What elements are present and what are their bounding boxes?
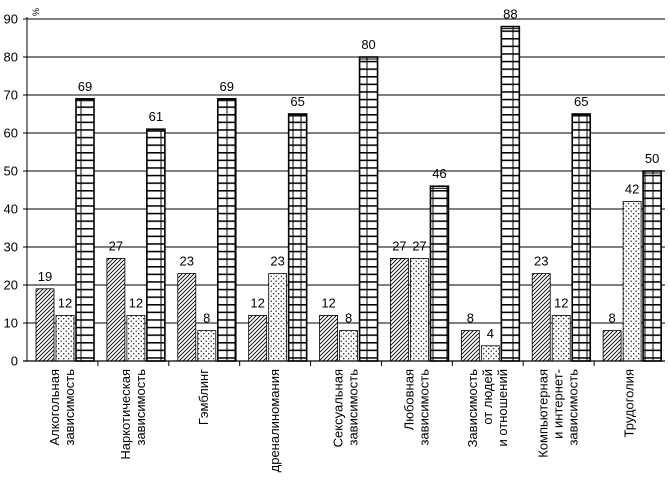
- bar-grid: [287, 113, 308, 362]
- bar-dotted: [197, 330, 217, 362]
- bar-diagonal-hatch: [319, 314, 338, 362]
- data-label: 27: [392, 238, 406, 253]
- bar-grid: [216, 98, 237, 362]
- y-tick-label: 50: [4, 164, 18, 179]
- data-label: 4: [487, 326, 494, 341]
- category-label: и интернет-: [551, 369, 566, 439]
- bar-grid: [75, 98, 95, 362]
- data-label: 46: [432, 166, 446, 181]
- bar-diagonal-hatch: [106, 257, 126, 362]
- category-label: Компьютерная: [536, 369, 551, 458]
- bar-diagonal-hatch: [248, 314, 268, 362]
- data-label: 8: [467, 311, 474, 326]
- bar-diagonal-hatch: [602, 330, 622, 362]
- data-label: 80: [361, 37, 375, 52]
- data-label: 12: [250, 295, 264, 310]
- data-label: 8: [345, 311, 352, 326]
- data-label: 69: [78, 79, 92, 94]
- category-label: Наркотическая: [118, 369, 133, 460]
- data-label: 27: [109, 238, 123, 253]
- bar-dotted: [480, 345, 500, 362]
- data-label: 42: [625, 181, 639, 196]
- bar-dotted: [622, 200, 642, 362]
- bar-grid: [429, 185, 450, 362]
- y-tick-label: 80: [4, 50, 18, 65]
- bar-dotted: [268, 273, 288, 362]
- y-tick-label: 60: [4, 126, 18, 141]
- category-label: и отношений: [495, 369, 510, 447]
- data-label: 12: [58, 295, 72, 310]
- category-label: Трудоголия: [622, 369, 637, 437]
- data-label: 88: [503, 7, 517, 22]
- category-label: зависимость: [133, 369, 148, 446]
- data-label: 8: [608, 311, 615, 326]
- data-label: 12: [554, 295, 568, 310]
- category-label: зависимость: [62, 369, 77, 446]
- category-label: от людей: [480, 369, 495, 425]
- y-tick-label: 10: [4, 316, 18, 331]
- category-label: зависимость: [416, 369, 431, 446]
- data-label: 61: [149, 109, 163, 124]
- bar-diagonal-hatch: [177, 273, 197, 362]
- data-label: 23: [534, 254, 548, 269]
- category-label: Зависимость: [465, 369, 480, 448]
- bar-diagonal-hatch: [35, 288, 55, 362]
- data-label: 23: [180, 254, 194, 269]
- category-label: Сексуальная: [331, 369, 346, 447]
- bar-grid: [146, 128, 166, 362]
- bar-grid: [642, 170, 662, 362]
- y-tick-label: 40: [4, 202, 18, 217]
- gridlines: [27, 18, 665, 324]
- bar-grid: [571, 113, 592, 362]
- bar-diagonal-hatch: [390, 257, 409, 362]
- bar-dotted: [55, 314, 75, 362]
- data-label: 27: [412, 238, 426, 253]
- category-label: зависимость: [346, 369, 361, 446]
- category-label: дреналиномания: [267, 369, 282, 472]
- bar-dotted: [551, 314, 571, 362]
- data-label: 23: [270, 254, 284, 269]
- bar-diagonal-hatch: [531, 273, 551, 362]
- bar-grid: [358, 56, 379, 362]
- data-label: 65: [290, 94, 304, 109]
- bar-dotted: [126, 314, 146, 362]
- y-tick-label: 90: [4, 12, 18, 27]
- y-tick-label: 0: [11, 354, 18, 369]
- y-tick-label: 20: [4, 278, 18, 293]
- data-label: 12: [321, 295, 335, 310]
- category-label: Любовная: [401, 369, 416, 430]
- data-label: 12: [129, 295, 143, 310]
- bar-grid: [500, 25, 521, 362]
- data-label: 8: [203, 311, 210, 326]
- category-label: зависимость: [566, 369, 581, 446]
- data-label: 69: [220, 79, 234, 94]
- data-label: 19: [38, 269, 52, 284]
- category-label: Гэмблинг: [196, 369, 211, 425]
- category-label: Алкогольная: [47, 369, 62, 446]
- bar-dotted: [339, 330, 358, 362]
- y-tick-label: 30: [4, 240, 18, 255]
- axes: [23, 17, 665, 366]
- data-label: 50: [645, 151, 659, 166]
- y-unit-mark: %: [31, 8, 41, 16]
- bar-dotted: [410, 257, 429, 362]
- bar-diagonal-hatch: [460, 330, 480, 362]
- data-label: 65: [574, 94, 588, 109]
- y-tick-label: 70: [4, 88, 18, 103]
